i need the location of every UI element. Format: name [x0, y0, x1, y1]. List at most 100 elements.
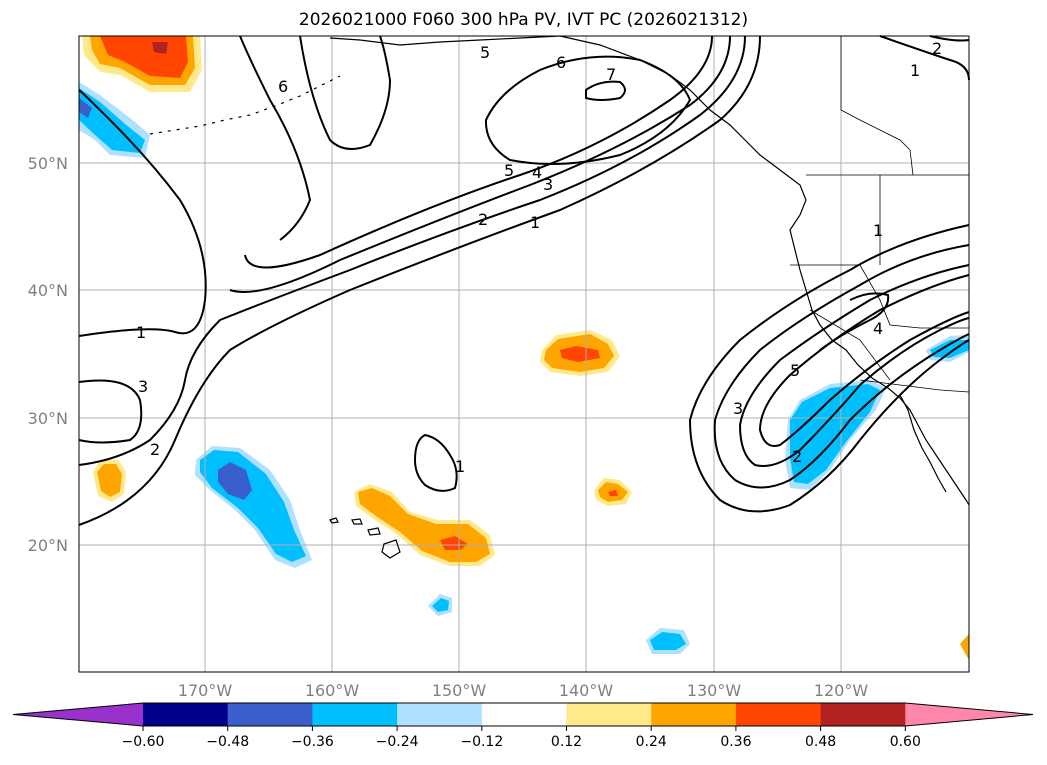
aleutian-chain [149, 75, 341, 135]
contour-label-2-jet: 2 [478, 210, 488, 229]
colorbar-tick-label: −0.60 [122, 734, 165, 750]
anomaly-negative-small-1-core [432, 598, 449, 612]
shading-layer [79, 36, 969, 660]
lat-label-40n: 40°N [28, 281, 68, 300]
contour-label-3-east: 3 [733, 399, 743, 418]
colorbar-tick-label: −0.48 [206, 734, 249, 750]
contour-label-4-east: 4 [873, 319, 883, 338]
colorbar-segment [227, 703, 313, 726]
contour-2-jet [78, 35, 746, 466]
colorbar-tick-label: 0.48 [805, 734, 836, 750]
colorbar-segment [143, 703, 229, 726]
state-borders [790, 264, 969, 329]
anomaly-negative-small-2-core [650, 632, 686, 650]
colorbar-extend-low [13, 703, 143, 726]
colorbar-extend-high [905, 703, 1033, 726]
contour-label-1-northeast: 1 [910, 61, 920, 80]
contour-1-northeast [879, 35, 970, 81]
plot-area [79, 36, 969, 672]
contour-7-ridge [585, 80, 626, 101]
colorbar-tick-label: 0.24 [636, 734, 667, 750]
contour-label-2-east: 2 [792, 447, 802, 466]
contour-1-jet [78, 35, 761, 526]
contour-1-west [78, 89, 207, 337]
colorbar-segment [397, 703, 483, 726]
colorbar-segment [481, 703, 567, 726]
contour-5-ridge [484, 55, 692, 165]
lat-label-30n: 30°N [28, 409, 68, 428]
contour-1-cutoff [413, 433, 458, 492]
north-america-coastline [559, 35, 970, 506]
anomaly-positive-sw-core [97, 464, 122, 497]
contour-label-1-cutoff: 1 [455, 457, 465, 476]
big-island [381, 539, 401, 559]
colorbar-tick-label: −0.12 [460, 734, 503, 750]
coastlines [149, 35, 970, 559]
colorbar-segment [566, 703, 652, 726]
maui-island [367, 527, 381, 536]
contour-label-5-north: 5 [480, 43, 490, 62]
lon-label-130w: 130°W [687, 681, 742, 700]
colorbar-tick-label: −0.24 [376, 734, 419, 750]
lat-label-50n: 50°N [28, 154, 68, 173]
contour-label-6-ridge: 6 [556, 53, 566, 72]
anomaly-negative-east-core [930, 340, 969, 358]
anomaly-negative-w-peak [79, 98, 92, 118]
colorbar-tick-label: −0.36 [291, 734, 334, 750]
colorbar-tick-label: 0.12 [551, 734, 582, 750]
contour-label-7-ridge: 7 [606, 65, 616, 84]
colorbar-segment [651, 703, 737, 726]
contour-4-trough-east [758, 274, 970, 447]
contour-5-trough [239, 35, 312, 241]
anomaly-positive-central-peak [560, 346, 600, 362]
colorbar-segment [820, 703, 906, 726]
california-nevada-border [809, 309, 891, 381]
alaska-canada-border [840, 36, 914, 176]
anomaly-positive-small-peak [608, 490, 618, 496]
contour-label-6-west: 6 [278, 77, 288, 96]
graticule [79, 36, 969, 672]
plot-frame [78, 35, 970, 673]
colorbar-segment [312, 703, 398, 726]
contour-label-3-west: 3 [138, 377, 148, 396]
anomaly-negative-california-core [790, 384, 880, 484]
contour-label-4-jet: 4 [532, 163, 542, 182]
contour-label-2-west: 2 [150, 440, 160, 459]
anomaly-positive-se [960, 634, 969, 660]
contour-label-5-east: 5 [790, 361, 800, 380]
baja-coastline [899, 394, 947, 493]
kauai-island [329, 517, 339, 524]
alaska-coastline [329, 35, 561, 46]
contour-label-5-jet: 5 [504, 161, 514, 180]
contour-5-trough-east [819, 292, 890, 351]
anomaly-positive-hawaii-peak [440, 536, 468, 550]
anomaly-negative-hawaii-west-peak [218, 462, 252, 500]
lon-label-140w: 140°W [559, 681, 614, 700]
lon-label-160w: 160°W [305, 681, 360, 700]
lon-label-150w: 150°W [432, 681, 487, 700]
contour-3-jet [229, 35, 731, 293]
colorbar-segment [735, 703, 822, 726]
us-mexico-border [859, 379, 970, 393]
contour-label-3-jet: 3 [543, 175, 553, 194]
contour-label-1-jet: 1 [530, 213, 540, 232]
contour-label-2-northeast: 2 [932, 39, 942, 58]
contour-1-trough-east [688, 224, 970, 513]
contour-3-west [78, 379, 143, 444]
lon-label-120w: 120°W [814, 681, 869, 700]
contour-label-1-east: 1 [873, 221, 883, 240]
colorbar-tick-label: 0.60 [890, 734, 921, 750]
lon-label-170w: 170°W [178, 681, 233, 700]
pv-contours [78, 35, 970, 526]
figure-title: 2026021000 F060 300 hPa PV, IVT PC (2026… [298, 10, 749, 30]
axis-labels: 50°N 40°N 30°N 20°N 170°W 160°W 150°W 14… [28, 154, 869, 700]
contour-2-northeast [929, 35, 970, 42]
anomaly-positive-nw-peak [152, 42, 168, 54]
contour-labels: 1 2 3 1 2 3 4 5 5 6 6 7 1 1 3 5 4 2 1 2 [136, 39, 942, 476]
contour-label-1-west: 1 [136, 323, 146, 342]
contour-5-north [299, 35, 392, 150]
contour-4-jet [244, 35, 713, 269]
contour-2-trough-east [713, 244, 970, 489]
lat-label-20n: 20°N [28, 536, 68, 555]
